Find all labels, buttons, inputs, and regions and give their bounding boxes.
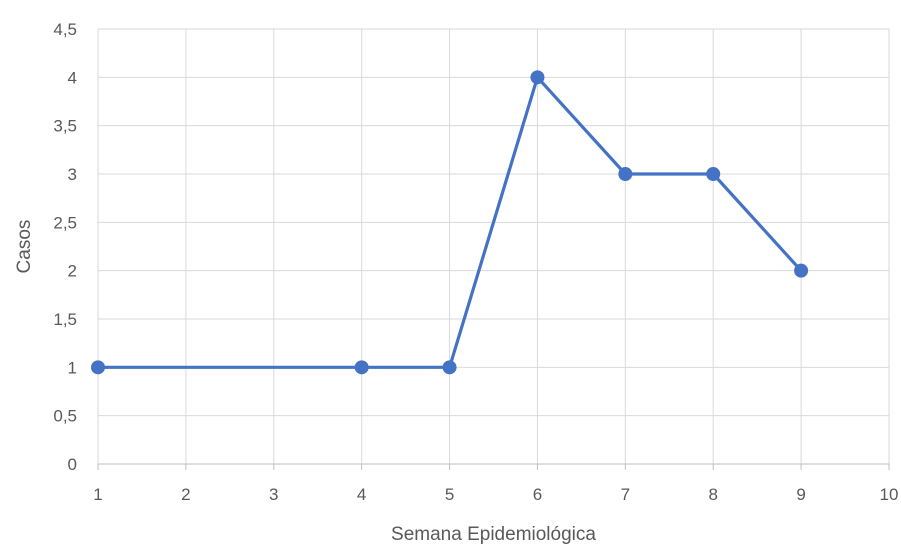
y-tick-label: 1,5 — [53, 310, 77, 329]
x-tick-label: 4 — [357, 485, 366, 504]
data-point — [618, 167, 633, 181]
data-point — [794, 263, 809, 278]
y-tick-label: 3 — [68, 165, 77, 184]
y-tick-label: 4,5 — [53, 20, 77, 39]
y-tick-label: 0,5 — [53, 407, 77, 426]
x-tick-label: 6 — [533, 485, 542, 504]
data-point — [91, 360, 105, 375]
x-tick-label: 3 — [269, 485, 278, 504]
y-tick-label: 2,5 — [53, 213, 77, 232]
x-tick-label: 10 — [880, 485, 899, 504]
y-tick-label: 0 — [68, 455, 77, 474]
data-point — [442, 360, 457, 375]
y-tick-label: 3,5 — [53, 117, 77, 136]
y-tick-label: 1 — [68, 358, 77, 377]
y-axis-tick-labels: 0 0,5 1 1,5 2 2,5 3 3,5 4 4,5 — [53, 20, 77, 474]
x-tick-label: 1 — [93, 485, 102, 504]
series — [91, 70, 809, 375]
x-tick-label: 7 — [621, 485, 630, 504]
x-axis-title: Semana Epidemiológica — [391, 524, 596, 545]
y-tick-label: 4 — [68, 68, 77, 87]
y-axis-title: Casos — [14, 220, 35, 274]
x-tick-label: 2 — [181, 485, 190, 504]
y-tick-label: 2 — [68, 262, 77, 281]
x-tick-label: 9 — [796, 485, 805, 504]
x-tick-label: 8 — [708, 485, 717, 504]
data-point — [530, 70, 545, 85]
axes — [97, 29, 890, 470]
data-point — [706, 167, 721, 181]
x-tick-label: 5 — [445, 485, 454, 504]
x-axis-tick-labels: 1 2 3 4 5 6 7 8 9 10 — [93, 485, 898, 504]
gridlines — [98, 28, 890, 464]
data-point — [354, 360, 369, 375]
